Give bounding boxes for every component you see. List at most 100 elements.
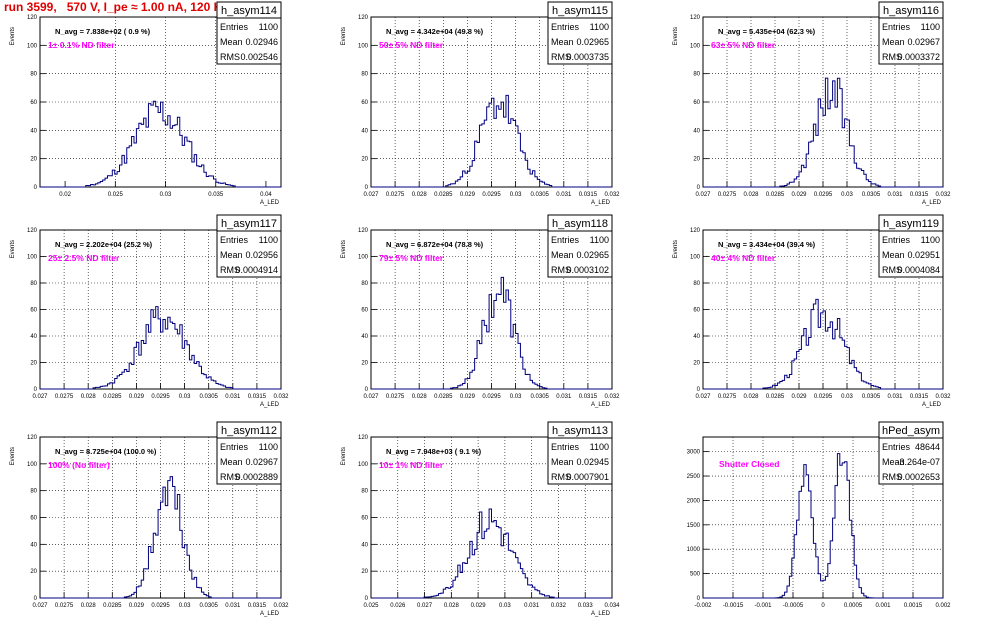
y-tick-label: 40: [361, 542, 368, 548]
y-tick-label: 100: [358, 43, 369, 49]
y-tick-label: 40: [30, 542, 37, 548]
stats-key: RMS: [882, 265, 902, 275]
stats-value: 0.02965: [576, 37, 609, 47]
x-tick-label: 0.0285: [766, 394, 785, 400]
x-tick-label: 0.0285: [103, 603, 122, 609]
x-tick-label: 0.027: [417, 603, 433, 609]
y-tick-label: 100: [27, 43, 38, 49]
stats-box: [216, 230, 282, 278]
stats-box: [547, 17, 613, 65]
stats-title: hPed_asym: [882, 425, 940, 437]
y-tick-label: 100: [690, 43, 701, 49]
x-tick-label: 0.027: [363, 394, 379, 400]
y-tick-label: 60: [693, 100, 700, 106]
stats-value: 0.02945: [576, 457, 609, 467]
x-tick-label: 0.028: [412, 192, 428, 198]
x-tick-label: 0.0295: [482, 192, 501, 198]
navg-label: N_avg = 3.434e+04 (39.4 %): [718, 240, 816, 249]
x-tick-label: 0.029: [129, 603, 145, 609]
x-tick-label: 0.031: [225, 603, 241, 609]
y-tick-label: 20: [30, 361, 37, 367]
y-tick-label: 20: [30, 569, 37, 575]
navg-label: N_avg = 2.202e+04 (25.2 %): [55, 240, 153, 249]
y-tick-label: 1000: [687, 547, 701, 553]
x-axis-title: A_LED: [260, 200, 280, 206]
stats-key: Mean: [882, 457, 905, 467]
x-tick-label: 0.031: [524, 603, 540, 609]
y-tick-label: 0: [34, 185, 38, 191]
y-tick-label: 20: [693, 361, 700, 367]
y-axis-title: Events: [341, 447, 347, 465]
x-tick-label: 0.031: [887, 192, 903, 198]
y-tick-label: 2000: [687, 498, 701, 504]
x-tick-label: 0.028: [412, 394, 428, 400]
stats-title: h_asym119: [883, 218, 939, 230]
stats-value: 0.0002889: [235, 472, 278, 482]
y-tick-label: 100: [690, 255, 701, 261]
stats-key: Entries: [220, 235, 249, 245]
filter-label: 25± 2.5% ND filter: [48, 253, 120, 263]
x-tick-label: 0.0295: [814, 394, 833, 400]
x-tick-label: 0.0275: [55, 603, 74, 609]
y-tick-label: 120: [358, 228, 369, 234]
panel-h_asym117: 0.027 0.0275 0.028 0.0285 0.029 0.0295 0.03 0.0…: [10, 214, 289, 408]
stats-key: Mean: [220, 37, 243, 47]
y-tick-label: 100: [358, 255, 369, 261]
y-tick-label: 40: [693, 334, 700, 340]
x-tick-label: 0.032: [935, 192, 951, 198]
y-tick-label: 60: [30, 308, 37, 314]
x-tick-label: 0.034: [604, 603, 620, 609]
y-tick-label: 500: [690, 572, 701, 578]
x-tick-label: 0: [821, 603, 825, 609]
x-tick-label: 0.027: [363, 192, 379, 198]
x-tick-label: 0.0305: [531, 192, 550, 198]
x-tick-label: 0.029: [460, 394, 476, 400]
stats-title: h_asym114: [221, 5, 277, 17]
x-tick-label: 0.0005: [844, 603, 863, 609]
x-tick-label: 0.0305: [862, 192, 881, 198]
y-axis-title: Events: [673, 240, 679, 258]
navg-label: N_avg = 7.948e+03 ( 9.1 %): [386, 447, 482, 456]
y-tick-label: 80: [693, 72, 700, 78]
y-tick-label: 0: [697, 387, 701, 393]
y-tick-label: 0: [697, 596, 701, 602]
x-tick-label: 0.03: [179, 394, 191, 400]
x-tick-label: 0.0315: [910, 192, 929, 198]
stats-key: Entries: [882, 235, 911, 245]
x-tick-label: 0.0275: [386, 192, 405, 198]
x-tick-label: 0.0275: [55, 394, 74, 400]
y-tick-label: 40: [30, 334, 37, 340]
x-tick-label: 0.0315: [248, 603, 267, 609]
stats-value: -3.264e-07: [896, 457, 940, 467]
x-tick-label: 0.0305: [531, 394, 550, 400]
x-tick-label: 0.028: [81, 603, 97, 609]
stats-value: 0.0002653: [897, 472, 940, 482]
stats-value: 0.0007901: [566, 472, 609, 482]
stats-box: [878, 437, 944, 485]
stats-value: 1100: [590, 235, 609, 245]
histogram-line: [40, 306, 281, 390]
y-axis-title: Events: [10, 27, 16, 45]
x-tick-label: 0.031: [556, 394, 572, 400]
x-tick-label: 0.0295: [482, 394, 501, 400]
stats-key: Mean: [551, 457, 574, 467]
x-tick-label: 0.0015: [904, 603, 923, 609]
y-tick-label: 80: [30, 72, 37, 78]
stats-value: 1100: [259, 22, 278, 32]
y-tick-label: 120: [27, 15, 38, 21]
stats-key: Entries: [220, 22, 249, 32]
x-tick-label: 0.0275: [386, 394, 405, 400]
y-axis-title: Events: [10, 240, 16, 258]
x-tick-label: 0.03: [499, 603, 511, 609]
x-tick-label: 0.025: [108, 192, 124, 198]
stats-key: RMS: [882, 52, 902, 62]
x-tick-label: -0.0005: [783, 603, 804, 609]
y-tick-label: 40: [361, 128, 368, 134]
x-tick-label: 0.032: [273, 394, 289, 400]
x-tick-label: 0.027: [32, 603, 48, 609]
stats-box: [216, 437, 282, 485]
y-tick-label: 0: [365, 387, 369, 393]
y-tick-label: 80: [30, 489, 37, 495]
y-tick-label: 80: [361, 281, 368, 287]
stats-value: 0.02956: [245, 250, 278, 260]
